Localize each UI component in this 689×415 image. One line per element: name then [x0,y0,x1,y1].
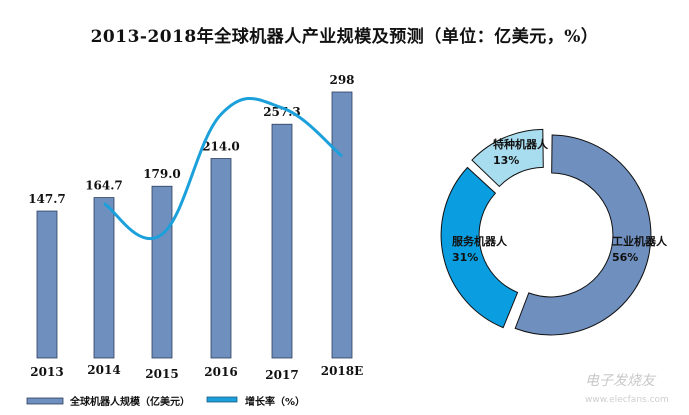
slice-percent-1: 31% [452,251,478,264]
x-tick-2013: 2013 [30,365,63,379]
watermark-logo: 电子发烧友 [585,373,657,389]
bar-2018E [331,91,353,359]
data-label-2018E: 298 [329,73,354,87]
donut-slice-0 [514,134,652,336]
growth-rate-line [103,96,343,241]
donut-slice-2 [471,128,544,188]
x-tick-2014: 2014 [87,363,120,377]
data-label-2013: 147.7 [28,192,66,206]
bar-2015 [151,185,173,359]
bar-2014 [93,197,115,359]
slice-percent-2: 13% [493,154,519,167]
bar-2016 [210,158,232,359]
x-tick-2016: 2016 [204,365,237,379]
bar-2013 [36,210,58,359]
x-tick-2018E: 2018E [321,364,364,378]
data-label-2017: 257.3 [263,105,301,119]
x-tick-2015: 2015 [145,367,178,381]
legend-swatch-growth [206,396,238,403]
watermark-url: www.elecfans.com [585,395,669,405]
chart-title: 2013-2018年全球机器人产业规模及预测（单位：亿美元，%） [90,27,599,47]
data-label-2015: 179.0 [143,167,181,181]
donut-slice-1 [440,166,519,329]
legend-swatch-scale [26,397,64,405]
slice-percent-0: 56% [612,251,638,264]
data-label-2014: 164.7 [85,179,123,193]
x-tick-2017: 2017 [265,368,298,382]
data-label-2016: 214.0 [202,140,240,154]
legend-label-growth: 增长率（%） [245,395,305,408]
slice-label-2: 特种机器人 [493,137,549,151]
bar-2017 [271,123,293,359]
legend-label-scale: 全球机器人规模（亿美元） [69,395,190,408]
slice-label-0: 工业机器人 [612,234,668,248]
slice-label-1: 服务机器人 [452,234,508,248]
